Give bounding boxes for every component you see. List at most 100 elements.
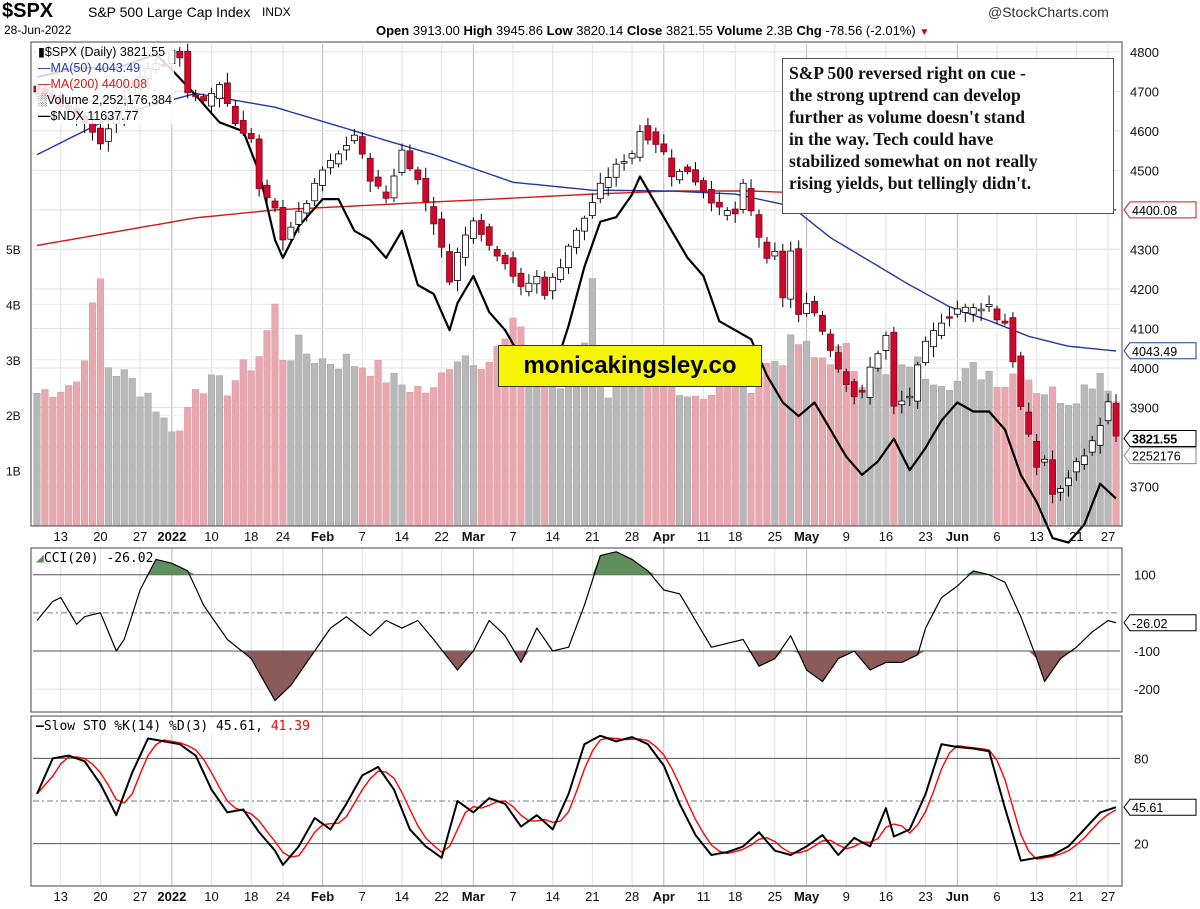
candle-up <box>604 177 612 188</box>
volume-bar <box>231 380 239 527</box>
candle-up <box>874 353 882 369</box>
volume-bar <box>49 396 57 527</box>
x-tick-label: 27 <box>1101 529 1115 544</box>
x-tick-label: 22 <box>434 529 448 544</box>
low-value: 3820.14 <box>576 23 624 38</box>
volume-tick-label: 5B <box>6 243 21 257</box>
volume-bar <box>311 363 319 527</box>
candle-down <box>842 371 850 385</box>
candle-down <box>493 249 501 257</box>
candle-up <box>573 229 580 248</box>
volume-bar <box>1025 379 1033 527</box>
ma200-value-tag: 4400.08 <box>1123 201 1197 219</box>
x-tick-label: 11 <box>697 529 711 544</box>
volume-value-tag-box <box>1123 447 1197 465</box>
brand-link[interactable]: @StockCharts.com <box>988 4 1109 20</box>
x-tick-label: 21 <box>585 529 599 544</box>
volume-bar <box>438 372 446 527</box>
volume-bar <box>604 397 612 527</box>
x-tick-label: 27 <box>133 529 147 544</box>
volume-bar <box>342 353 350 527</box>
candle-up <box>1088 440 1096 453</box>
candle-icon: ▮ <box>38 45 45 59</box>
volume-value-tag-text: 2252176 <box>1132 450 1181 464</box>
volume-bar <box>223 395 231 527</box>
volume-bar <box>707 395 715 527</box>
candle-up <box>565 245 572 269</box>
volume-bar <box>961 368 969 527</box>
volume-bar <box>676 395 684 527</box>
candle-up <box>866 366 874 398</box>
x-tick-label: 7 <box>359 529 366 544</box>
x-tick-label: Mar <box>462 529 485 544</box>
candle-down <box>501 254 509 265</box>
x-tick-label: 7 <box>509 889 516 904</box>
candle-up <box>1072 461 1080 473</box>
volume-bar <box>668 374 676 527</box>
cci-overbought-fill <box>36 551 1117 575</box>
candle-down <box>200 96 208 102</box>
x-tick-label: 18 <box>244 889 258 904</box>
sto-value-tag-box <box>1123 798 1197 816</box>
commentary-line: stabilized somewhat on not really <box>789 151 1038 171</box>
candle-up <box>398 149 406 173</box>
high-label: High <box>463 23 493 38</box>
close-value-tag-text: 3821.55 <box>1132 432 1177 446</box>
candle-down <box>834 352 842 370</box>
price-tick-label: 4600 <box>1130 124 1159 139</box>
volume-bar <box>81 360 89 527</box>
volume-bar <box>398 384 406 527</box>
ma200-value-tag-box <box>1123 201 1197 219</box>
x-tick-label: 6 <box>993 889 1000 904</box>
candle-down <box>1033 440 1041 468</box>
candle-down <box>684 166 691 173</box>
candle-up <box>612 163 620 178</box>
volume-bar <box>731 381 739 527</box>
x-tick-label: Feb <box>311 529 334 544</box>
ma50-value-tag-text: 4043.49 <box>1132 345 1177 359</box>
candle-down <box>660 143 668 153</box>
volume-bar <box>446 369 454 527</box>
sto-legend: —Slow STO %K(14) %D(3) 45.61, 41.39 <box>36 719 310 734</box>
candle-down <box>509 257 517 277</box>
volume-bar <box>557 388 565 527</box>
volume-bar <box>620 369 628 527</box>
price-tick-label: 4800 <box>1130 45 1159 60</box>
candle-down <box>422 178 430 202</box>
volume-bar <box>969 362 977 527</box>
candle-down <box>271 200 279 209</box>
volume-bar <box>41 389 49 527</box>
volume-bar <box>366 375 374 527</box>
candle-up <box>319 169 327 186</box>
candle-down <box>89 122 96 133</box>
commentary-line: the strong uptrend can develop <box>789 85 1021 105</box>
candle-down <box>382 191 390 199</box>
close-value: 3821.55 <box>665 23 713 38</box>
volume-bar <box>533 362 541 527</box>
x-tick-label: 28 <box>625 889 639 904</box>
volume-bar <box>1064 405 1072 527</box>
candle-down <box>731 208 739 215</box>
legend-spx: ▮$SPX (Daily) 3821.55 <box>38 45 166 59</box>
volume-tick-label: 2B <box>6 409 21 423</box>
chart-exchange: INDX <box>262 5 291 19</box>
volume-bar <box>112 376 120 527</box>
candle-down <box>692 169 699 183</box>
candle-down <box>358 136 366 155</box>
volume-bar <box>660 364 668 527</box>
legend-ndx: —$NDX 11637.77 <box>38 109 139 123</box>
candle-up <box>969 307 977 315</box>
volume-bar <box>271 303 279 527</box>
candle-up <box>676 171 684 181</box>
volume-bar <box>699 398 707 527</box>
candle-up <box>1096 425 1104 446</box>
x-tick-label: 9 <box>843 889 850 904</box>
volume-bar <box>1056 403 1065 527</box>
candle-down <box>945 316 953 319</box>
cci-value-tag-text: -26.02 <box>1132 617 1167 631</box>
volume-bar <box>215 375 223 527</box>
candle-up <box>628 153 636 159</box>
candle-down <box>1009 317 1017 363</box>
volume-bar <box>461 355 469 527</box>
open-label: Open <box>376 23 410 38</box>
